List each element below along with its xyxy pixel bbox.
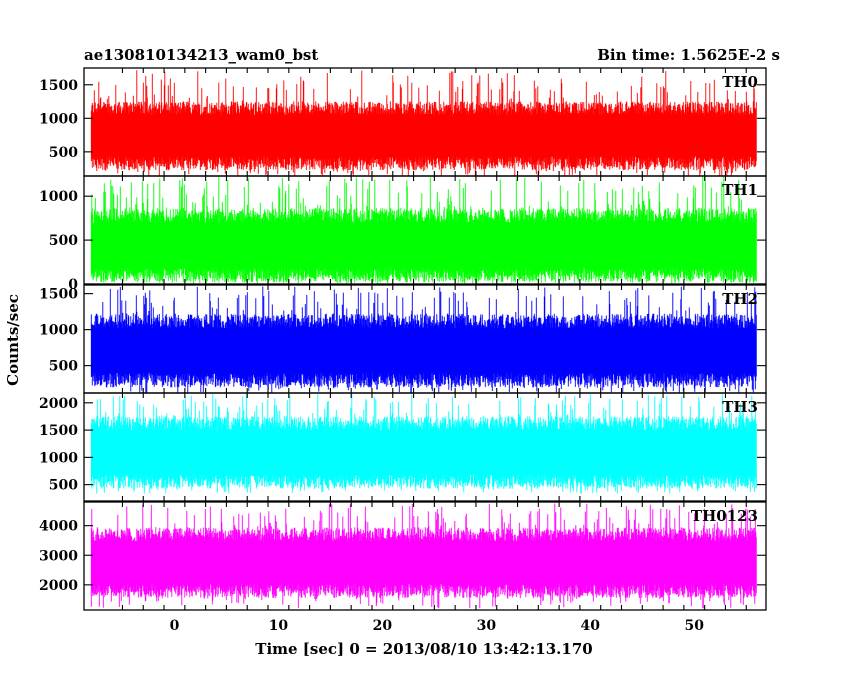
y-tick-label: 4000	[39, 519, 78, 535]
chart-title-left: ae130810134213_wam0_bst	[84, 46, 318, 64]
x-tick-label: 40	[581, 618, 601, 634]
y-tick-label: 1000	[39, 323, 78, 339]
y-axis-label: Counts/sec	[4, 294, 22, 386]
y-tick-label: 2000	[39, 578, 78, 594]
y-tick-label: 1000	[39, 450, 78, 466]
y-tick-label: 500	[49, 478, 78, 494]
panel-frame	[83, 392, 767, 502]
y-tick-label: 500	[49, 145, 78, 161]
panel-th3: 500 1000 1500 2000 TH3	[39, 392, 767, 502]
panel-th0: 500 1000 1500 TH0	[39, 67, 767, 177]
y-tick-label: 1500	[39, 287, 78, 303]
y-tick-label: 1000	[39, 189, 78, 205]
x-axis-label: Time [sec] 0 = 2013/08/10 13:42:13.170	[255, 640, 592, 658]
panel-label: TH2	[722, 290, 758, 308]
chart-title-right: Bin time: 1.5625E-2 s	[597, 46, 780, 64]
y-tick-label: 3000	[39, 548, 78, 564]
series-th1	[90, 176, 757, 284]
x-tick-label: 50	[685, 618, 705, 634]
panel-th2: 500 1000 1500 TH2	[39, 284, 767, 394]
y-tick-label: 0	[68, 277, 78, 293]
y-tick-label: 500	[49, 233, 78, 249]
y-tick-label: 500	[49, 359, 78, 375]
series-th0123	[90, 503, 757, 609]
x-tick-label: 10	[269, 618, 289, 634]
panel-frame	[83, 501, 767, 611]
panel-th0123: 2000 3000 4000 TH0123	[39, 501, 767, 611]
y-tick-label: 2000	[39, 396, 78, 412]
panel-label: TH0123	[691, 507, 758, 525]
series-th3	[90, 393, 757, 494]
y-tick-label: 1000	[39, 111, 78, 127]
y-tick-label: 1500	[39, 78, 78, 94]
y-tick-label: 1500	[39, 423, 78, 439]
x-tick-label: 30	[477, 618, 497, 634]
panel-label: TH1	[722, 181, 758, 199]
series-th2	[90, 286, 757, 393]
series-th0	[90, 70, 757, 176]
panel-label: TH3	[722, 398, 758, 416]
x-tick-label: 0	[170, 618, 180, 634]
panel-frame	[83, 175, 767, 285]
panel-label: TH0	[722, 73, 758, 91]
x-tick-label: 20	[373, 618, 393, 634]
panel-th1: 0 500 1000 TH1	[39, 175, 767, 293]
